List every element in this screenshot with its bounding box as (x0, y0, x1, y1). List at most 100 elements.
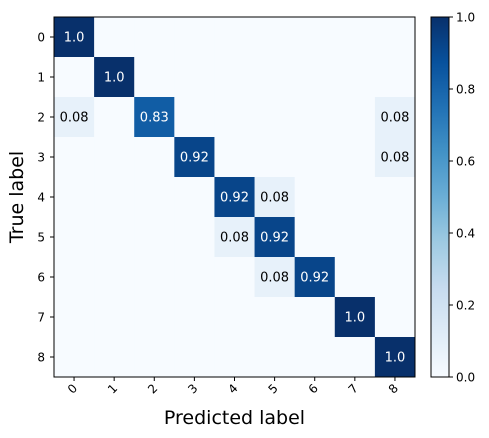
heatmap-cell (214, 177, 255, 218)
heatmap-cell (134, 97, 175, 138)
heatmap-cell (94, 257, 135, 298)
heatmap-cell (334, 137, 376, 178)
heatmap-cell (94, 337, 135, 378)
y-tick-label: 1 (37, 71, 45, 85)
heatmap-cell (54, 217, 95, 258)
heatmap-cell (94, 97, 135, 138)
heatmap-cell (294, 17, 336, 58)
heatmap-cell (134, 337, 175, 378)
y-tick-label: 6 (37, 271, 45, 285)
heatmap-cell (214, 297, 255, 338)
heatmap-cell (134, 177, 175, 218)
heatmap-cell (174, 337, 215, 378)
x-tick-label: 5 (265, 381, 280, 396)
heatmap-cell (294, 257, 336, 298)
heatmap-cell (374, 97, 416, 138)
heatmap-cell (254, 177, 296, 218)
cell-value-label: 0.83 (140, 111, 169, 126)
cell-value-label: 0.08 (380, 151, 409, 166)
heatmap-cell (334, 97, 376, 138)
heatmap-cell (54, 137, 95, 178)
heatmap-cell (254, 97, 296, 138)
colorbar-tick-label: 0.0 (456, 371, 475, 385)
x-tick-label: 6 (306, 381, 321, 396)
heatmap-cell (174, 97, 215, 138)
heatmap-cell (294, 177, 336, 218)
heatmap-cell (214, 257, 255, 298)
heatmap-cell (374, 217, 416, 258)
cell-value-label: 0.08 (220, 231, 249, 246)
heatmap-cell (254, 297, 296, 338)
heatmap-cell (54, 57, 95, 98)
heatmap-cell (214, 217, 255, 258)
heatmap-cell (174, 137, 215, 178)
heatmap-cell (334, 17, 376, 58)
x-tick-label: 0 (65, 381, 80, 396)
heatmap-cell (54, 297, 95, 338)
heatmap-cell (374, 137, 416, 178)
heatmap-cell (94, 217, 135, 258)
heatmap-cell (334, 177, 376, 218)
heatmap-cell (294, 97, 336, 138)
heatmap-cell (374, 337, 416, 378)
y-tick-label: 5 (37, 231, 45, 245)
cell-value-label: 0.92 (220, 191, 249, 206)
y-axis-ticks: 0 1 2 3 4 5 6 7 8 (37, 31, 54, 365)
x-tick-label: 2 (145, 381, 160, 396)
heatmap-cell (54, 97, 95, 138)
colorbar-ticks: 0.0 0.2 0.4 0.6 0.8 1.0 (449, 11, 475, 385)
heatmap-cell (134, 17, 175, 58)
heatmap-cell (94, 137, 135, 178)
heatmap-cell (374, 17, 416, 58)
heatmap-cell (54, 177, 95, 218)
x-tick-label: 7 (346, 381, 361, 396)
heatmap-cell (214, 57, 255, 98)
heatmap-cell (174, 17, 215, 58)
x-tick-label: 1 (105, 381, 120, 396)
heatmap-cell (134, 137, 175, 178)
cell-value-label: 0.92 (300, 271, 329, 286)
heatmap-cell (254, 17, 296, 58)
cell-value-label: 0.92 (180, 151, 209, 166)
heatmap-cell (94, 17, 135, 58)
heatmap-cell (54, 17, 95, 58)
heatmap-cell (334, 337, 376, 378)
cell-value-label: 1.0 (344, 311, 365, 326)
colorbar-tick-label: 0.6 (456, 155, 475, 169)
heatmap-cell (294, 337, 336, 378)
heatmap-cell (174, 217, 215, 258)
y-tick-label: 8 (37, 351, 45, 365)
heatmap-cell (94, 297, 135, 338)
heatmap-cell (334, 257, 376, 298)
heatmap-cell (94, 57, 135, 98)
heatmap-cell (254, 217, 296, 258)
x-tick-label: 3 (185, 381, 200, 396)
y-tick-label: 0 (37, 31, 45, 45)
heatmap-cell (174, 297, 215, 338)
x-axis-ticks: 0 1 2 3 4 5 6 7 8 (65, 377, 401, 397)
colorbar-tick-label: 0.4 (456, 227, 475, 241)
y-tick-label: 2 (37, 111, 45, 125)
heatmap-cell (174, 257, 215, 298)
colorbar (430, 16, 450, 378)
heatmap-cell (54, 337, 95, 378)
heatmap-cell (54, 257, 95, 298)
cell-value-label: 1.0 (64, 31, 85, 46)
heatmap-cell (174, 57, 215, 98)
y-axis-label: True label (6, 151, 28, 244)
heatmap-cell (94, 177, 135, 218)
heatmap-cells: 1.0 1.0 0.08 0.83 0.08 0.92 0.08 0.92 0.08 0.08 0.… (54, 17, 416, 378)
x-tick-label: 8 (386, 381, 401, 396)
heatmap-cell (294, 137, 336, 178)
colorbar-tick-label: 0.2 (456, 299, 475, 313)
heatmap-cell (254, 57, 296, 98)
x-axis-label: Predicted label (164, 407, 305, 429)
cell-value-label: 0.08 (260, 271, 289, 286)
heatmap-cell (254, 337, 296, 378)
cell-value-label: 0.08 (380, 111, 409, 126)
heatmap-cell (374, 177, 416, 218)
y-tick-label: 7 (37, 311, 45, 325)
heatmap-cell (334, 57, 376, 98)
colorbar-tick-label: 1.0 (456, 11, 475, 25)
y-tick-label: 3 (37, 151, 45, 165)
